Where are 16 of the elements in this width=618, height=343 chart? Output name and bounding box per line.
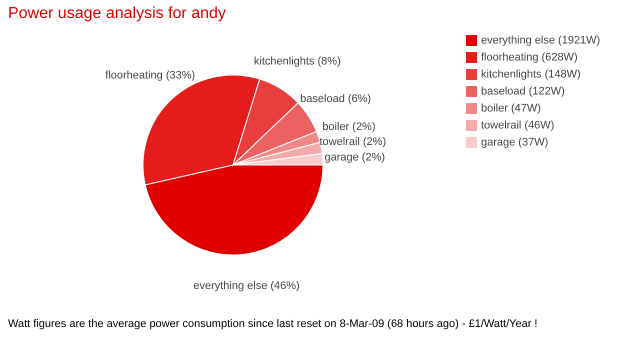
data-label: kitchenlights (8%) — [254, 55, 341, 68]
data-label: boiler (2%) — [322, 120, 376, 133]
legend-label: boiler (47W) — [481, 102, 541, 114]
chart-title: Power usage analysis for andy — [8, 5, 226, 22]
data-label: everything else (46%) — [193, 280, 300, 292]
data-label: towelrail (2%) — [319, 136, 386, 148]
legend-label: everything else (1921W) — [481, 34, 600, 46]
legend-label: baseload (122W) — [481, 86, 565, 98]
legend-label: floorheating (628W) — [481, 52, 578, 64]
data-label: garage (2%) — [324, 151, 386, 164]
legend-label: towelrail (46W) — [481, 120, 554, 132]
data-label: floorheating (33%) — [105, 69, 196, 82]
legend-label: garage (37W) — [481, 136, 548, 148]
data-label: baseload (6%) — [300, 93, 372, 106]
text: Watt figures are the average power consumption since last reset on 8-Mar-09 (68 hours ago) - £1/Watt/Year ! — [8, 318, 538, 330]
legend-label: kitchenlights (148W) — [481, 68, 581, 80]
